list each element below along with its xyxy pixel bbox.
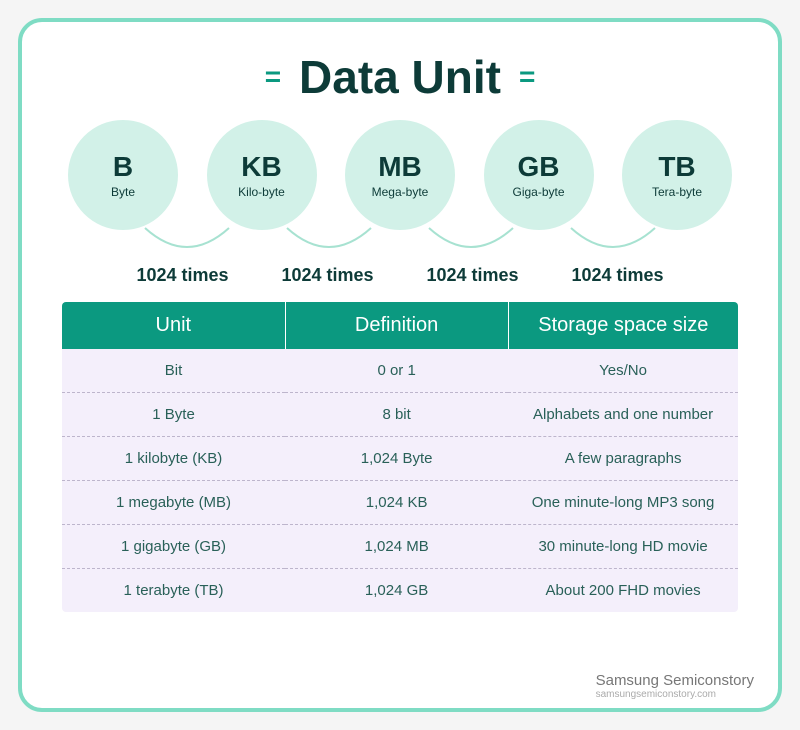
bubble-terabyte: TB Tera-byte [622,120,732,230]
table-row: 1 kilobyte (KB)1,024 ByteA few paragraph… [62,437,738,481]
cell: Alphabets and one number [508,393,738,437]
connector-arc [542,226,684,257]
cell: One minute-long MP3 song [508,481,738,525]
bubble-abbr: B [113,151,133,183]
page-title: Data Unit [299,50,501,104]
bubble-byte: B Byte [68,120,178,230]
multiplier-label: 1024 times [545,265,690,286]
connector-arc [258,226,400,257]
bubble-name: Mega-byte [372,185,429,199]
cell: 30 minute-long HD movie [508,525,738,569]
cell: 1 megabyte (MB) [62,481,285,525]
connector-arc [116,226,258,257]
connector-arc [400,226,542,257]
bubble-abbr: KB [241,151,281,183]
cell: Bit [62,349,285,393]
table-header: Unit Definition Storage space size [62,302,738,349]
col-header-unit: Unit [62,302,285,349]
bubble-name: Tera-byte [652,185,702,199]
cell: 1,024 KB [285,481,508,525]
table-row: 1 megabyte (MB)1,024 KBOne minute-long M… [62,481,738,525]
attribution-sub: samsungsemiconstory.com [596,689,754,700]
table-row: Bit0 or 1Yes/No [62,349,738,393]
bubble-name: Giga-byte [512,185,564,199]
multiplier-label: 1024 times [255,265,400,286]
col-header-definition: Definition [285,302,508,349]
bubble-abbr: TB [658,151,695,183]
cell: 1 terabyte (TB) [62,569,285,613]
table-body: Bit0 or 1Yes/No 1 Byte8 bitAlphabets and… [62,349,738,612]
cell: Yes/No [508,349,738,393]
col-header-storage: Storage space size [508,302,738,349]
connector-row [62,226,738,257]
cell: 0 or 1 [285,349,508,393]
title-row: = Data Unit = [62,50,738,104]
table-row: 1 gigabyte (GB)1,024 MB30 minute-long HD… [62,525,738,569]
infographic-card: = Data Unit = B Byte KB Kilo-byte MB Meg… [18,18,782,712]
bubble-megabyte: MB Mega-byte [345,120,455,230]
cell: 8 bit [285,393,508,437]
attribution-main: Samsung Semiconstory [596,672,754,689]
bubble-gigabyte: GB Giga-byte [484,120,594,230]
bubble-abbr: MB [378,151,422,183]
table-row: 1 terabyte (TB)1,024 GBAbout 200 FHD mov… [62,569,738,613]
cell: 1,024 GB [285,569,508,613]
bubble-kilobyte: KB Kilo-byte [207,120,317,230]
bubble-name: Byte [111,185,135,199]
cell: 1 gigabyte (GB) [62,525,285,569]
unit-table: Unit Definition Storage space size Bit0 … [62,302,738,612]
cell: 1 kilobyte (KB) [62,437,285,481]
multiplier-label: 1024 times [110,265,255,286]
cell: About 200 FHD movies [508,569,738,613]
title-equals-right: = [519,61,535,93]
title-equals-left: = [265,61,281,93]
cell: 1 Byte [62,393,285,437]
cell: 1,024 MB [285,525,508,569]
multiplier-row: 1024 times 1024 times 1024 times 1024 ti… [62,265,738,286]
multiplier-label: 1024 times [400,265,545,286]
cell: A few paragraphs [508,437,738,481]
bubble-name: Kilo-byte [238,185,285,199]
cell: 1,024 Byte [285,437,508,481]
attribution: Samsung Semiconstory samsungsemiconstory… [596,672,754,700]
table-row: 1 Byte8 bitAlphabets and one number [62,393,738,437]
unit-bubbles-row: B Byte KB Kilo-byte MB Mega-byte GB Giga… [68,120,732,230]
bubble-abbr: GB [518,151,560,183]
